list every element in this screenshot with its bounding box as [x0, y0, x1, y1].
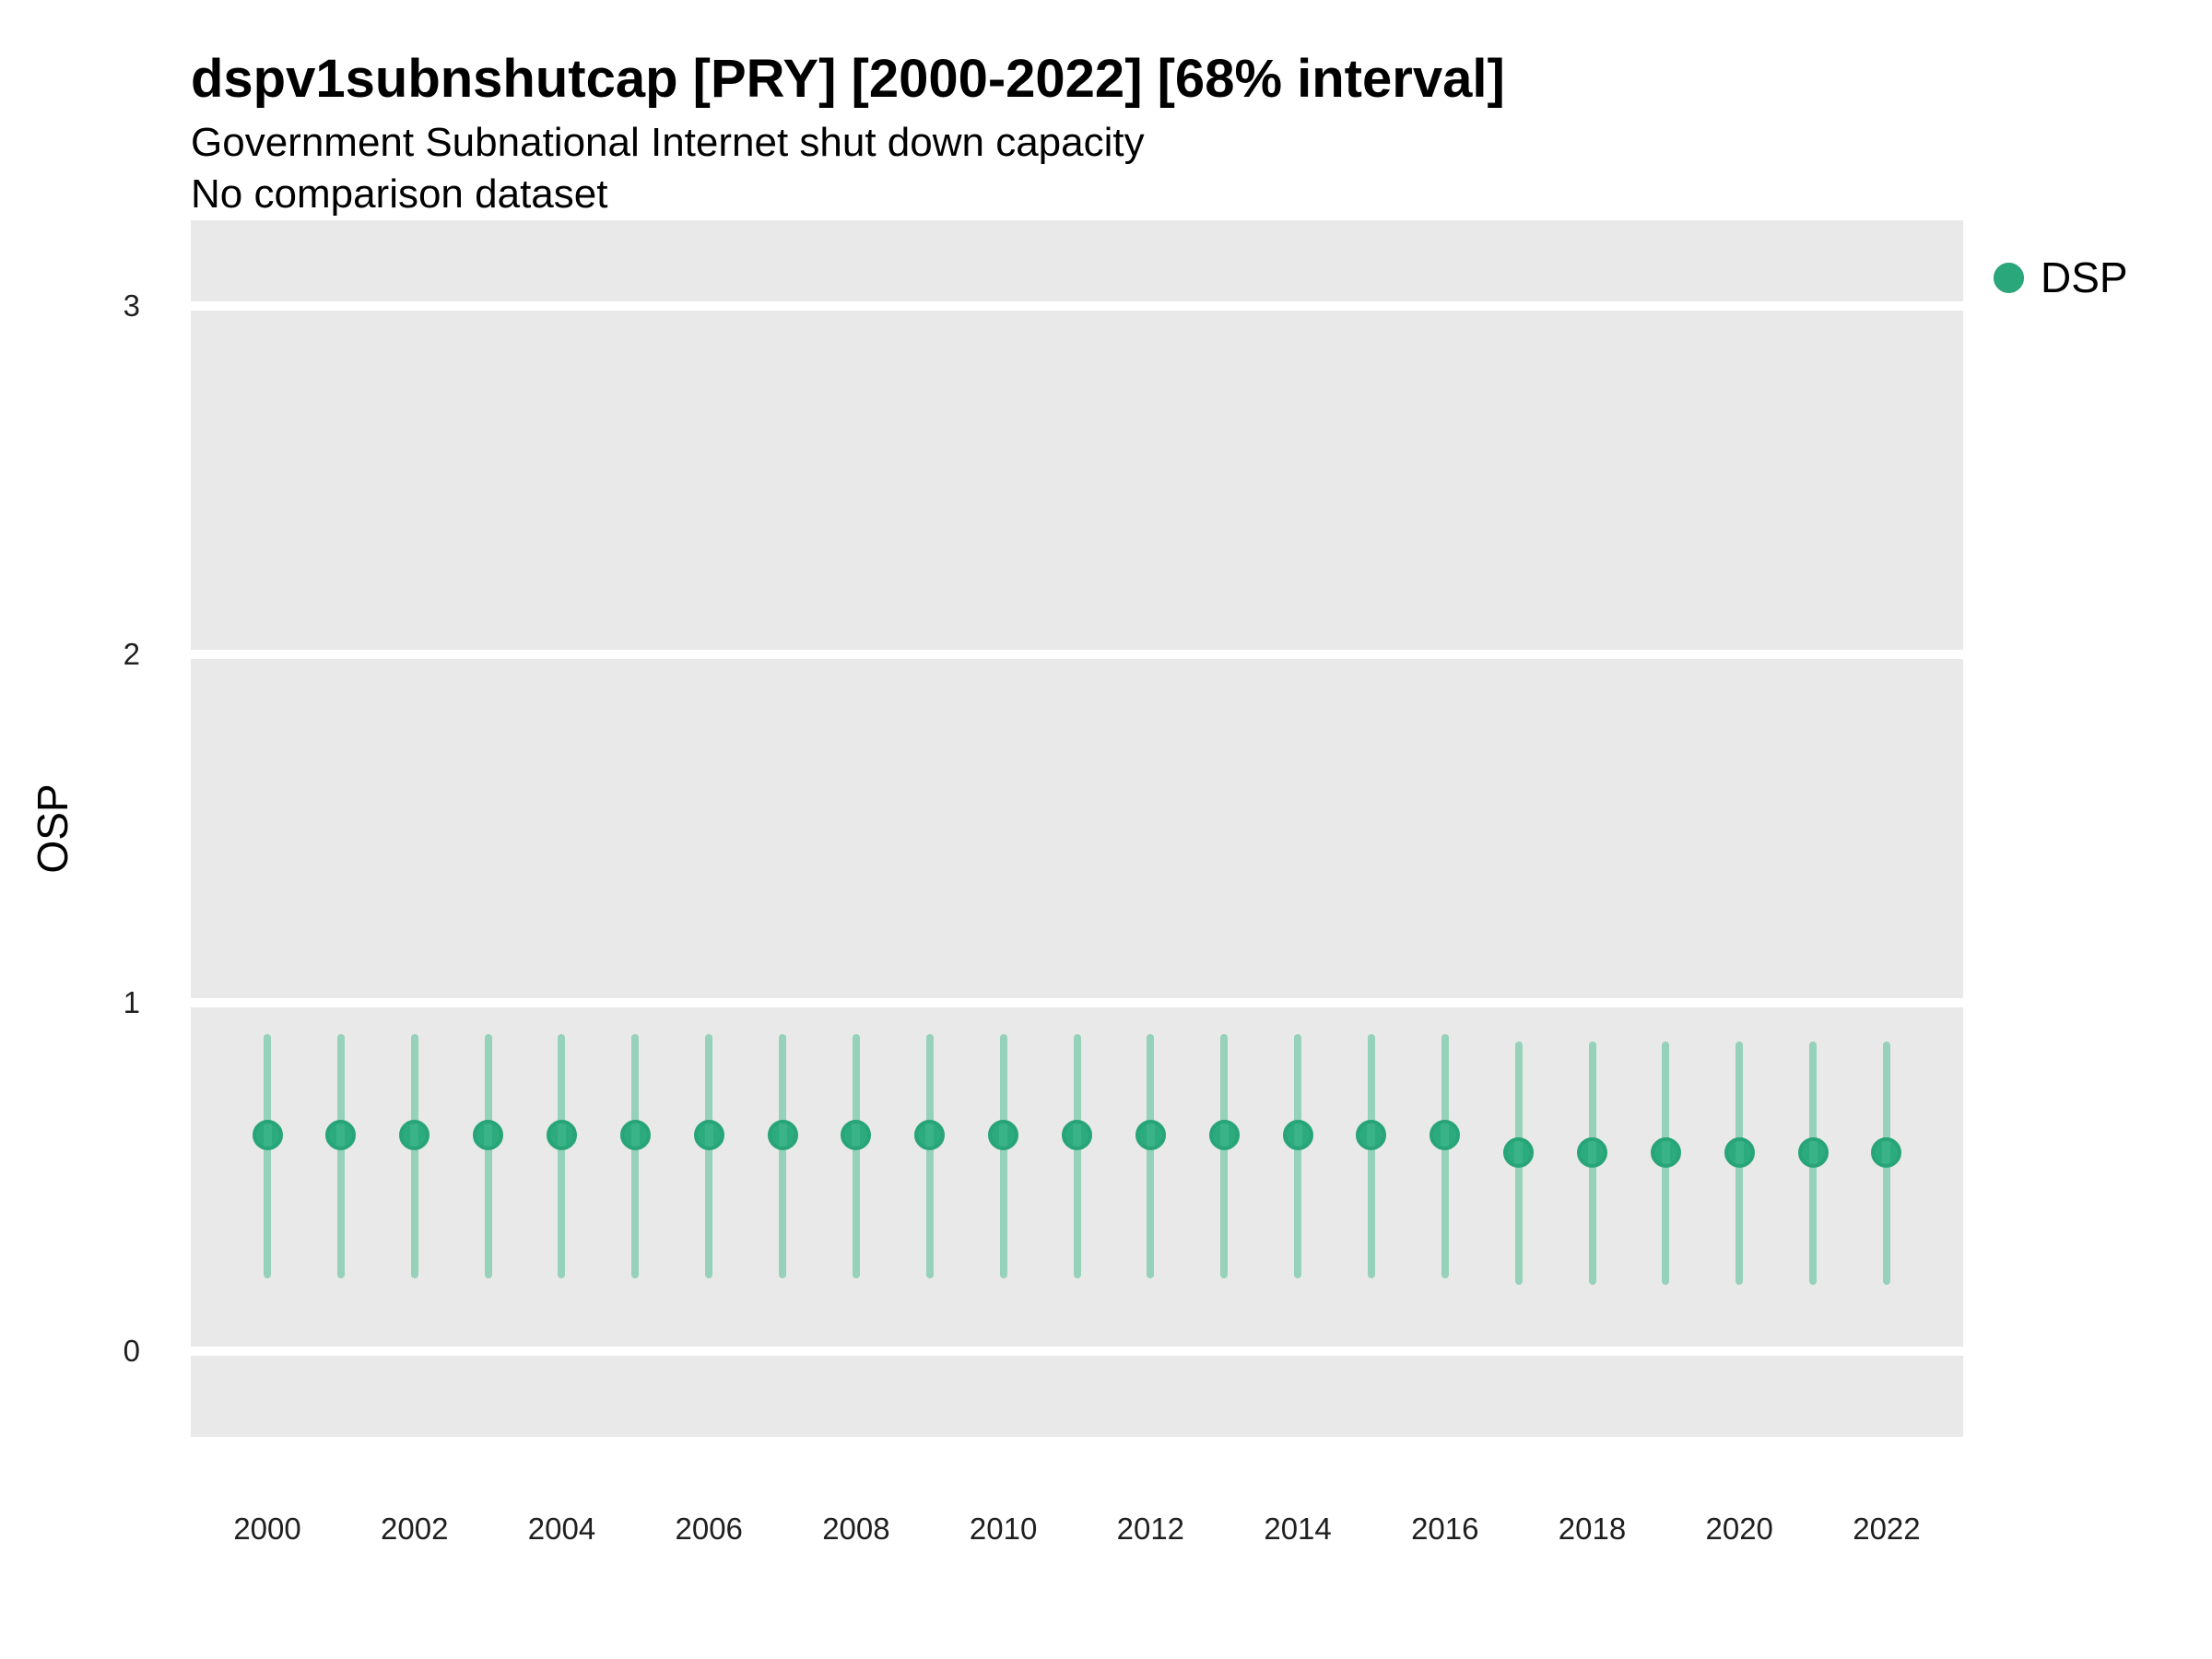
interval-bar-2012 [1147, 1034, 1155, 1278]
chart-title: dspv1subnshutcap [PRY] [2000-2022] [68% … [191, 49, 1505, 109]
data-point-2015 [1356, 1120, 1387, 1151]
interval-bar-2016 [1441, 1034, 1449, 1278]
gridline-y-1 [191, 998, 1963, 1007]
data-point-2005 [619, 1120, 651, 1151]
x-tick-label-2020: 2020 [1705, 1512, 1773, 1546]
data-point-2020 [1724, 1137, 1755, 1169]
x-tick-label-2000: 2000 [233, 1512, 301, 1546]
interval-bar-2006 [705, 1034, 713, 1278]
data-point-2002 [399, 1120, 430, 1151]
legend: DSP [1994, 253, 2128, 302]
data-point-2011 [1062, 1120, 1092, 1151]
data-point-2000 [252, 1120, 283, 1151]
x-tick-label-2022: 2022 [1853, 1512, 1921, 1546]
x-tick-label-2006: 2006 [675, 1512, 743, 1546]
interval-bar-2004 [558, 1034, 566, 1278]
x-tick-label-2010: 2010 [969, 1512, 1038, 1546]
gridline-y-0 [191, 1347, 1963, 1356]
legend-dsp-label: DSP [2041, 253, 2128, 301]
data-point-2017 [1503, 1137, 1535, 1169]
y-axis-title: OSP [29, 783, 76, 874]
x-tick-label-2012: 2012 [1116, 1512, 1185, 1546]
data-point-2001 [325, 1120, 357, 1151]
interval-bar-2008 [852, 1034, 860, 1278]
data-point-2003 [473, 1120, 504, 1151]
interval-bar-2003 [484, 1034, 492, 1278]
interval-bar-2001 [336, 1034, 345, 1278]
interval-bar-2011 [1073, 1034, 1081, 1278]
data-point-2014 [1282, 1120, 1313, 1151]
x-tick-label-2014: 2014 [1264, 1512, 1332, 1546]
interval-bar-2010 [999, 1034, 1007, 1278]
x-tick-label-2018: 2018 [1558, 1512, 1627, 1546]
x-tick-label-2008: 2008 [822, 1512, 890, 1546]
legend-dsp-dot-icon [1994, 262, 2024, 293]
interval-bar-2015 [1367, 1034, 1375, 1278]
chart-subtitle: Government Subnational Internet shut dow… [191, 120, 1145, 165]
interval-bar-2005 [631, 1034, 640, 1278]
y-tick-label-3: 3 [123, 288, 140, 323]
interval-bar-2000 [264, 1034, 272, 1278]
data-point-2018 [1577, 1137, 1607, 1169]
interval-bar-2014 [1294, 1034, 1302, 1278]
gridline-y-2 [191, 649, 1963, 659]
y-tick-label-0: 0 [123, 1334, 140, 1368]
data-point-2007 [767, 1120, 798, 1151]
interval-bar-2009 [925, 1034, 934, 1278]
gridline-y-3 [191, 300, 1963, 311]
data-point-2004 [546, 1120, 577, 1151]
y-tick-label-1: 1 [123, 985, 140, 1019]
interval-bar-2002 [410, 1034, 418, 1278]
data-point-2019 [1650, 1137, 1681, 1169]
data-point-2008 [841, 1120, 872, 1151]
x-tick-label-2004: 2004 [527, 1512, 596, 1546]
interval-bar-2013 [1220, 1034, 1229, 1278]
x-tick-label-2016: 2016 [1411, 1512, 1479, 1546]
data-point-2009 [914, 1120, 946, 1151]
data-point-2012 [1135, 1120, 1166, 1151]
data-point-2021 [1797, 1137, 1829, 1169]
x-tick-label-2002: 2002 [381, 1512, 449, 1546]
data-point-2013 [1208, 1120, 1240, 1151]
data-point-2006 [693, 1120, 724, 1151]
y-tick-label-2: 2 [123, 636, 140, 671]
plot-panel [191, 220, 1963, 1437]
data-point-2010 [988, 1120, 1019, 1151]
data-point-2022 [1871, 1137, 1902, 1169]
interval-bar-2007 [779, 1034, 787, 1278]
comparison-note: No comparison dataset [191, 171, 608, 217]
data-point-2016 [1430, 1120, 1461, 1151]
